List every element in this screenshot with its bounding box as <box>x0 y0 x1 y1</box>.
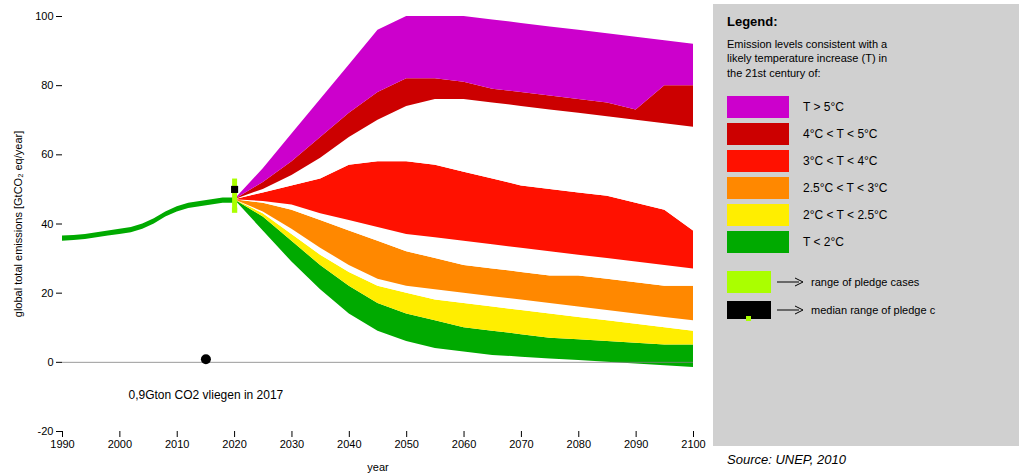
svg-text:2090: 2090 <box>624 438 648 450</box>
html-text:T < 2°C: T < 2°C <box>803 235 844 250</box>
html-text:Source: UNEP, 2010: Source: UNEP, 2010 <box>727 452 846 467</box>
svg-text:global total emissions [GtCO₂: global total emissions [GtCO₂ eq/year] <box>12 131 24 317</box>
svg-text:year: year <box>367 461 389 473</box>
svg-text:2050: 2050 <box>394 438 418 450</box>
html-text:range of pledge cases: range of pledge cases <box>811 275 920 288</box>
html-text:Legend:: Legend: <box>727 14 778 29</box>
svg-text:2040: 2040 <box>337 438 361 450</box>
svg-text:0,9Gton CO2 vliegen in 2017: 0,9Gton CO2 vliegen in 2017 <box>129 388 284 402</box>
svg-text:2000: 2000 <box>108 438 132 450</box>
svg-text:1990: 1990 <box>50 438 74 450</box>
svg-text:2100: 2100 <box>681 438 705 450</box>
svg-text:0: 0 <box>47 356 53 368</box>
svg-text:20: 20 <box>41 287 53 299</box>
svg-text:2010: 2010 <box>165 438 189 450</box>
svg-text:2030: 2030 <box>280 438 304 450</box>
html-text:4°C < T < 5°C: 4°C < T < 5°C <box>803 127 878 142</box>
svg-text:-20: -20 <box>38 425 54 437</box>
svg-text:40: 40 <box>41 218 53 230</box>
html-text:T > 5°C: T > 5°C <box>803 100 844 115</box>
svg-text:100: 100 <box>35 10 53 22</box>
svg-text:2020: 2020 <box>222 438 246 450</box>
svg-text:2070: 2070 <box>509 438 533 450</box>
svg-text:60: 60 <box>41 148 53 160</box>
html-text:2.5°C < T < 3°C: 2.5°C < T < 3°C <box>803 181 888 196</box>
html-text:2°C < T < 2.5°C: 2°C < T < 2.5°C <box>803 208 888 223</box>
svg-text:80: 80 <box>41 79 53 91</box>
svg-text:2060: 2060 <box>452 438 476 450</box>
html-text:median range of pledge c: median range of pledge c <box>811 303 936 316</box>
svg-text:2080: 2080 <box>567 438 591 450</box>
html-text:3°C < T < 4°C: 3°C < T < 4°C <box>803 154 878 169</box>
html-text:Emission levels consistent wit: Emission levels consistent with a likely… <box>727 38 888 79</box>
